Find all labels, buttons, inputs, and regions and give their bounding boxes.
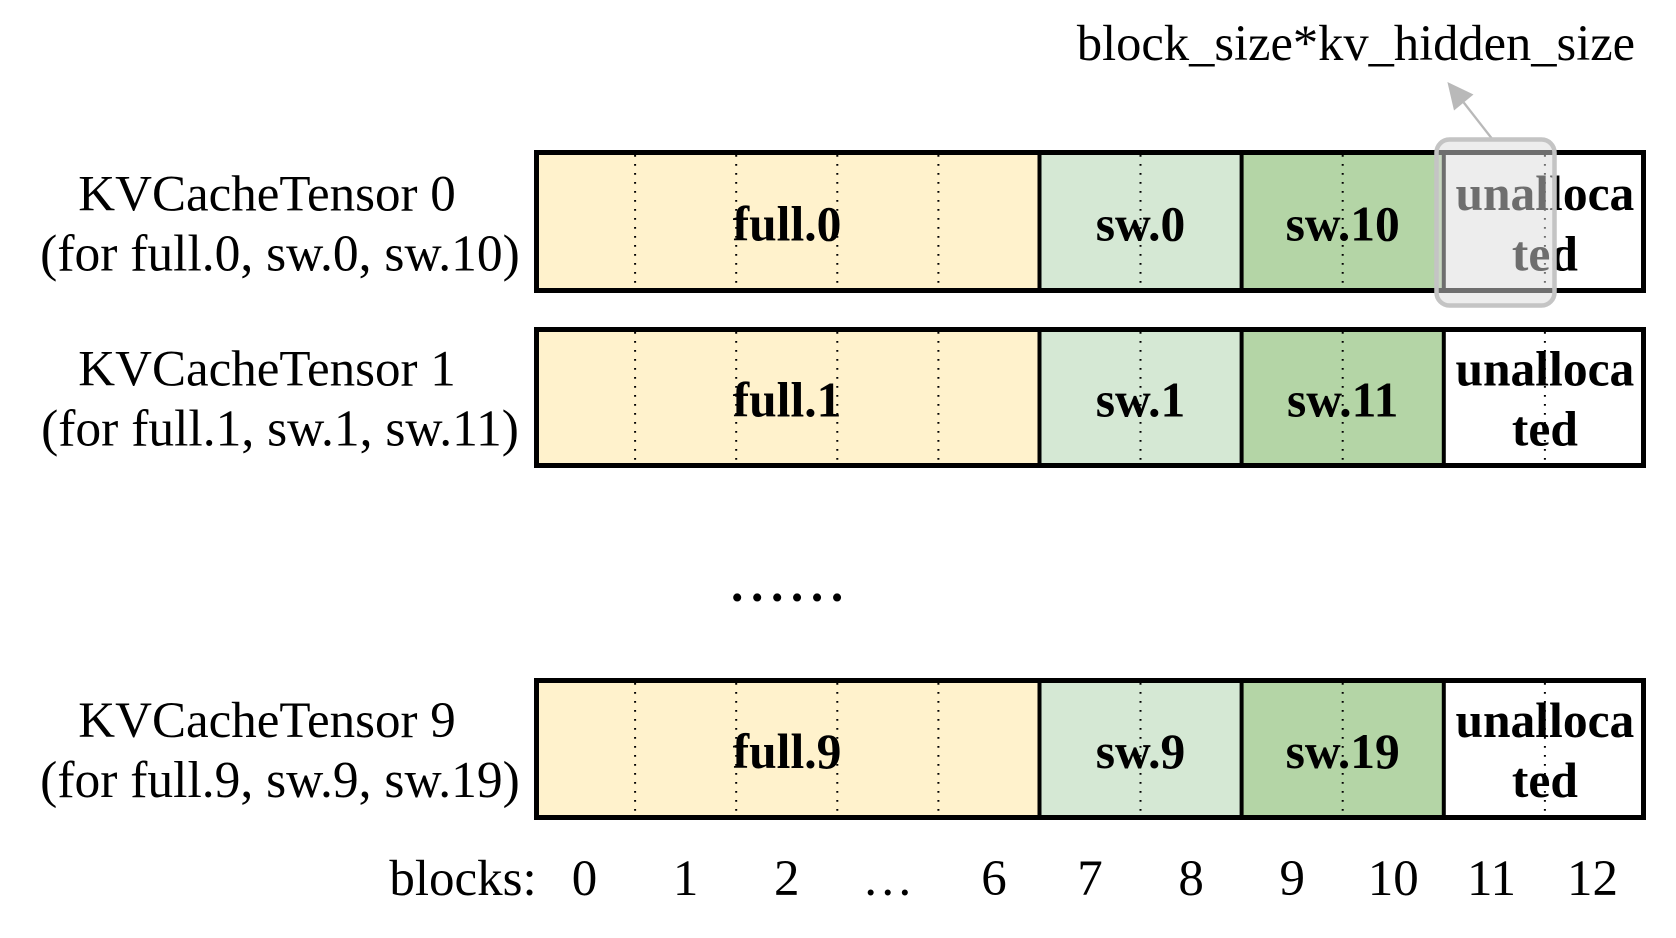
svg-text:11: 11	[1467, 851, 1516, 907]
svg-text:blocks:: blocks:	[389, 851, 536, 907]
svg-text:(for full.0, sw.0, sw.10): (for full.0, sw.0, sw.10)	[40, 226, 520, 283]
svg-text:full.0: full.0	[733, 197, 842, 252]
svg-text:12: 12	[1567, 851, 1618, 907]
svg-text:9: 9	[1279, 851, 1305, 907]
svg-text:......: ......	[731, 557, 851, 612]
svg-text:ted: ted	[1512, 402, 1578, 457]
svg-text:full.9: full.9	[733, 724, 842, 779]
svg-text:full.1: full.1	[733, 373, 842, 428]
svg-text:…: …	[862, 851, 913, 907]
svg-text:KVCacheTensor 0: KVCacheTensor 0	[78, 167, 455, 223]
svg-text:sw.0: sw.0	[1096, 197, 1185, 252]
svg-text:block_size*kv_hidden_size: block_size*kv_hidden_size	[1077, 15, 1635, 71]
svg-text:2: 2	[774, 851, 800, 907]
svg-text:7: 7	[1077, 851, 1103, 907]
svg-text:sw.10: sw.10	[1286, 197, 1400, 252]
svg-text:6: 6	[981, 851, 1007, 907]
svg-text:10: 10	[1368, 851, 1419, 907]
svg-text:sw.19: sw.19	[1286, 724, 1400, 779]
svg-text:sw.11: sw.11	[1287, 373, 1398, 428]
svg-text:1: 1	[673, 851, 699, 907]
svg-text:0: 0	[572, 851, 598, 907]
svg-text:(for full.1, sw.1, sw.11): (for full.1, sw.1, sw.11)	[41, 401, 519, 458]
svg-text:KVCacheTensor 9: KVCacheTensor 9	[78, 693, 455, 749]
svg-text:unalloca: unalloca	[1456, 693, 1635, 748]
svg-text:sw.1: sw.1	[1096, 373, 1185, 428]
svg-text:ted: ted	[1512, 753, 1578, 808]
svg-text:(for full.9, sw.9, sw.19): (for full.9, sw.9, sw.19)	[40, 752, 520, 809]
svg-text:KVCacheTensor 1: KVCacheTensor 1	[78, 342, 455, 398]
svg-text:unalloca: unalloca	[1456, 342, 1635, 397]
svg-text:8: 8	[1178, 851, 1204, 907]
svg-text:sw.9: sw.9	[1096, 724, 1185, 779]
